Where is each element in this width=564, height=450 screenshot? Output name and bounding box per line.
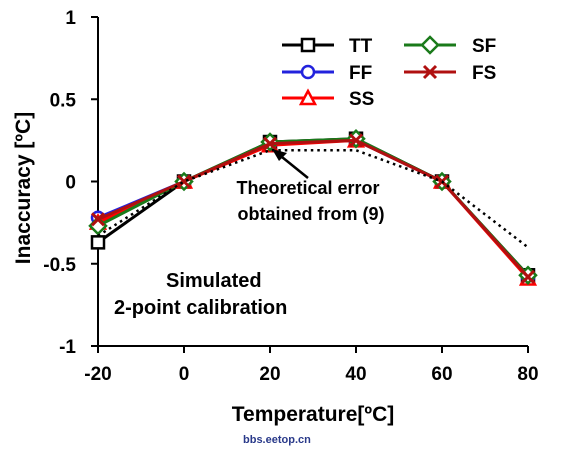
series-fs — [90, 133, 536, 284]
series-layer — [88, 128, 538, 286]
x-tick-label: 60 — [431, 364, 452, 385]
y-tick-label: 1 — [65, 8, 76, 29]
watermark: bbs.eetop.cn — [243, 434, 311, 446]
y-tick-label: 0 — [65, 173, 76, 194]
annotation-arrow-head — [272, 149, 287, 161]
series-line — [97, 148, 529, 249]
x-axis-title: Temperature[ºC] — [232, 403, 394, 426]
legend-item-fs: FS — [404, 63, 496, 84]
calibration-text-line2: 2-point calibration — [114, 297, 287, 319]
tick-labels: -20 0 20 40 60 80 1 0.5 0 -0.5 -1 — [43, 8, 538, 385]
y-tick-label: 0.5 — [50, 90, 77, 111]
x-tick-label: 80 — [517, 364, 538, 385]
y-tick-label: -1 — [59, 337, 76, 358]
data-point — [90, 235, 106, 250]
legend-item-tt: TT — [282, 36, 373, 57]
data-point — [262, 136, 278, 151]
calibration-text-line1: Simulated — [166, 270, 262, 292]
annotation-text-line2: obtained from (9) — [238, 204, 385, 224]
annotation-text-line1: Theoretical error — [236, 178, 379, 198]
y-axis-title: Inaccuracy [ºC] — [12, 112, 35, 264]
x-tick-label: 40 — [345, 364, 366, 385]
x-tick-label: 20 — [259, 364, 280, 385]
legend-swatch-marker — [300, 37, 316, 53]
legend-label: FF — [349, 63, 372, 84]
legend-swatch-marker — [298, 88, 318, 106]
series-theoretical — [97, 148, 529, 249]
legend: TT FF SS SF FS — [282, 35, 496, 110]
legend-swatch-marker — [300, 64, 316, 80]
data-point — [348, 133, 364, 148]
legend-item-ss: SS — [282, 88, 374, 110]
data-point — [176, 174, 192, 189]
theoretical-annotation: Theoretical error obtained from (9) — [236, 149, 385, 224]
calibration-annotation: Simulated 2-point calibration — [114, 270, 287, 319]
legend-label: TT — [349, 36, 373, 57]
data-point — [90, 212, 106, 227]
data-point — [520, 269, 536, 284]
legend-label: SF — [472, 36, 496, 57]
y-tick-label: -0.5 — [43, 255, 76, 276]
legend-swatch-marker — [422, 64, 438, 80]
x-tick-label: 0 — [179, 364, 190, 385]
legend-label: FS — [472, 63, 496, 84]
ticks — [91, 16, 529, 353]
series-line — [97, 138, 530, 278]
legend-item-sf: SF — [404, 35, 496, 57]
x-tick-label: -20 — [84, 364, 111, 385]
legend-label: SS — [349, 89, 374, 110]
legend-swatch-marker — [420, 35, 440, 55]
legend-item-ff: FF — [282, 63, 372, 84]
